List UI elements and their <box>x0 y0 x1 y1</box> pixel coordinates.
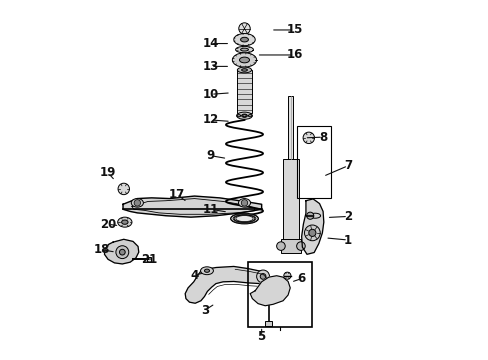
Bar <box>281 239 300 253</box>
Ellipse shape <box>238 199 250 207</box>
Circle shape <box>296 242 305 250</box>
Text: 10: 10 <box>203 88 219 101</box>
Text: 7: 7 <box>344 159 351 172</box>
Text: 20: 20 <box>100 218 116 231</box>
Polygon shape <box>301 199 323 254</box>
Text: 18: 18 <box>93 243 110 256</box>
Text: 21: 21 <box>141 253 157 266</box>
Circle shape <box>134 200 140 206</box>
Ellipse shape <box>118 217 132 227</box>
Circle shape <box>260 274 265 279</box>
Ellipse shape <box>242 114 246 117</box>
Text: 15: 15 <box>286 23 302 36</box>
Ellipse shape <box>240 48 248 51</box>
Ellipse shape <box>309 213 320 218</box>
Text: 11: 11 <box>203 203 219 216</box>
Bar <box>236 70 252 113</box>
Ellipse shape <box>122 220 128 224</box>
Ellipse shape <box>239 57 249 63</box>
Text: 17: 17 <box>168 188 184 201</box>
Ellipse shape <box>248 114 251 117</box>
Circle shape <box>306 212 313 219</box>
Ellipse shape <box>232 53 256 67</box>
Polygon shape <box>250 276 290 306</box>
Circle shape <box>308 229 315 237</box>
Polygon shape <box>185 266 265 303</box>
Circle shape <box>256 270 269 283</box>
Polygon shape <box>104 239 139 264</box>
Text: 8: 8 <box>318 131 326 144</box>
Text: 13: 13 <box>203 60 219 73</box>
Ellipse shape <box>131 199 143 207</box>
Bar <box>264 321 272 327</box>
Circle shape <box>238 23 250 34</box>
Ellipse shape <box>230 213 258 224</box>
Text: 5: 5 <box>257 330 265 343</box>
Ellipse shape <box>204 269 209 273</box>
Ellipse shape <box>281 244 300 251</box>
Circle shape <box>276 242 285 250</box>
Ellipse shape <box>237 67 251 73</box>
Ellipse shape <box>236 112 252 119</box>
Circle shape <box>241 200 247 206</box>
Bar <box>247 262 312 327</box>
Circle shape <box>116 246 128 258</box>
Circle shape <box>119 249 125 255</box>
Bar <box>288 96 293 158</box>
Circle shape <box>283 272 290 279</box>
Ellipse shape <box>241 114 247 117</box>
Text: 19: 19 <box>100 166 116 179</box>
Text: 14: 14 <box>203 37 219 50</box>
Ellipse shape <box>200 267 213 275</box>
Text: 4: 4 <box>190 269 198 282</box>
Ellipse shape <box>233 33 255 46</box>
Ellipse shape <box>241 69 247 71</box>
Text: 2: 2 <box>344 210 351 223</box>
Text: 6: 6 <box>297 272 305 285</box>
Text: 3: 3 <box>201 303 209 316</box>
Text: 16: 16 <box>286 49 302 62</box>
Ellipse shape <box>234 215 254 222</box>
Circle shape <box>304 225 320 241</box>
Circle shape <box>303 132 314 144</box>
Bar <box>283 158 298 251</box>
Text: 9: 9 <box>206 149 215 162</box>
Ellipse shape <box>240 37 248 42</box>
Circle shape <box>118 183 129 195</box>
Text: 12: 12 <box>203 113 219 126</box>
Ellipse shape <box>237 114 240 117</box>
Bar <box>146 257 151 262</box>
Ellipse shape <box>235 46 253 53</box>
Polygon shape <box>123 196 261 217</box>
Text: 1: 1 <box>344 234 351 247</box>
